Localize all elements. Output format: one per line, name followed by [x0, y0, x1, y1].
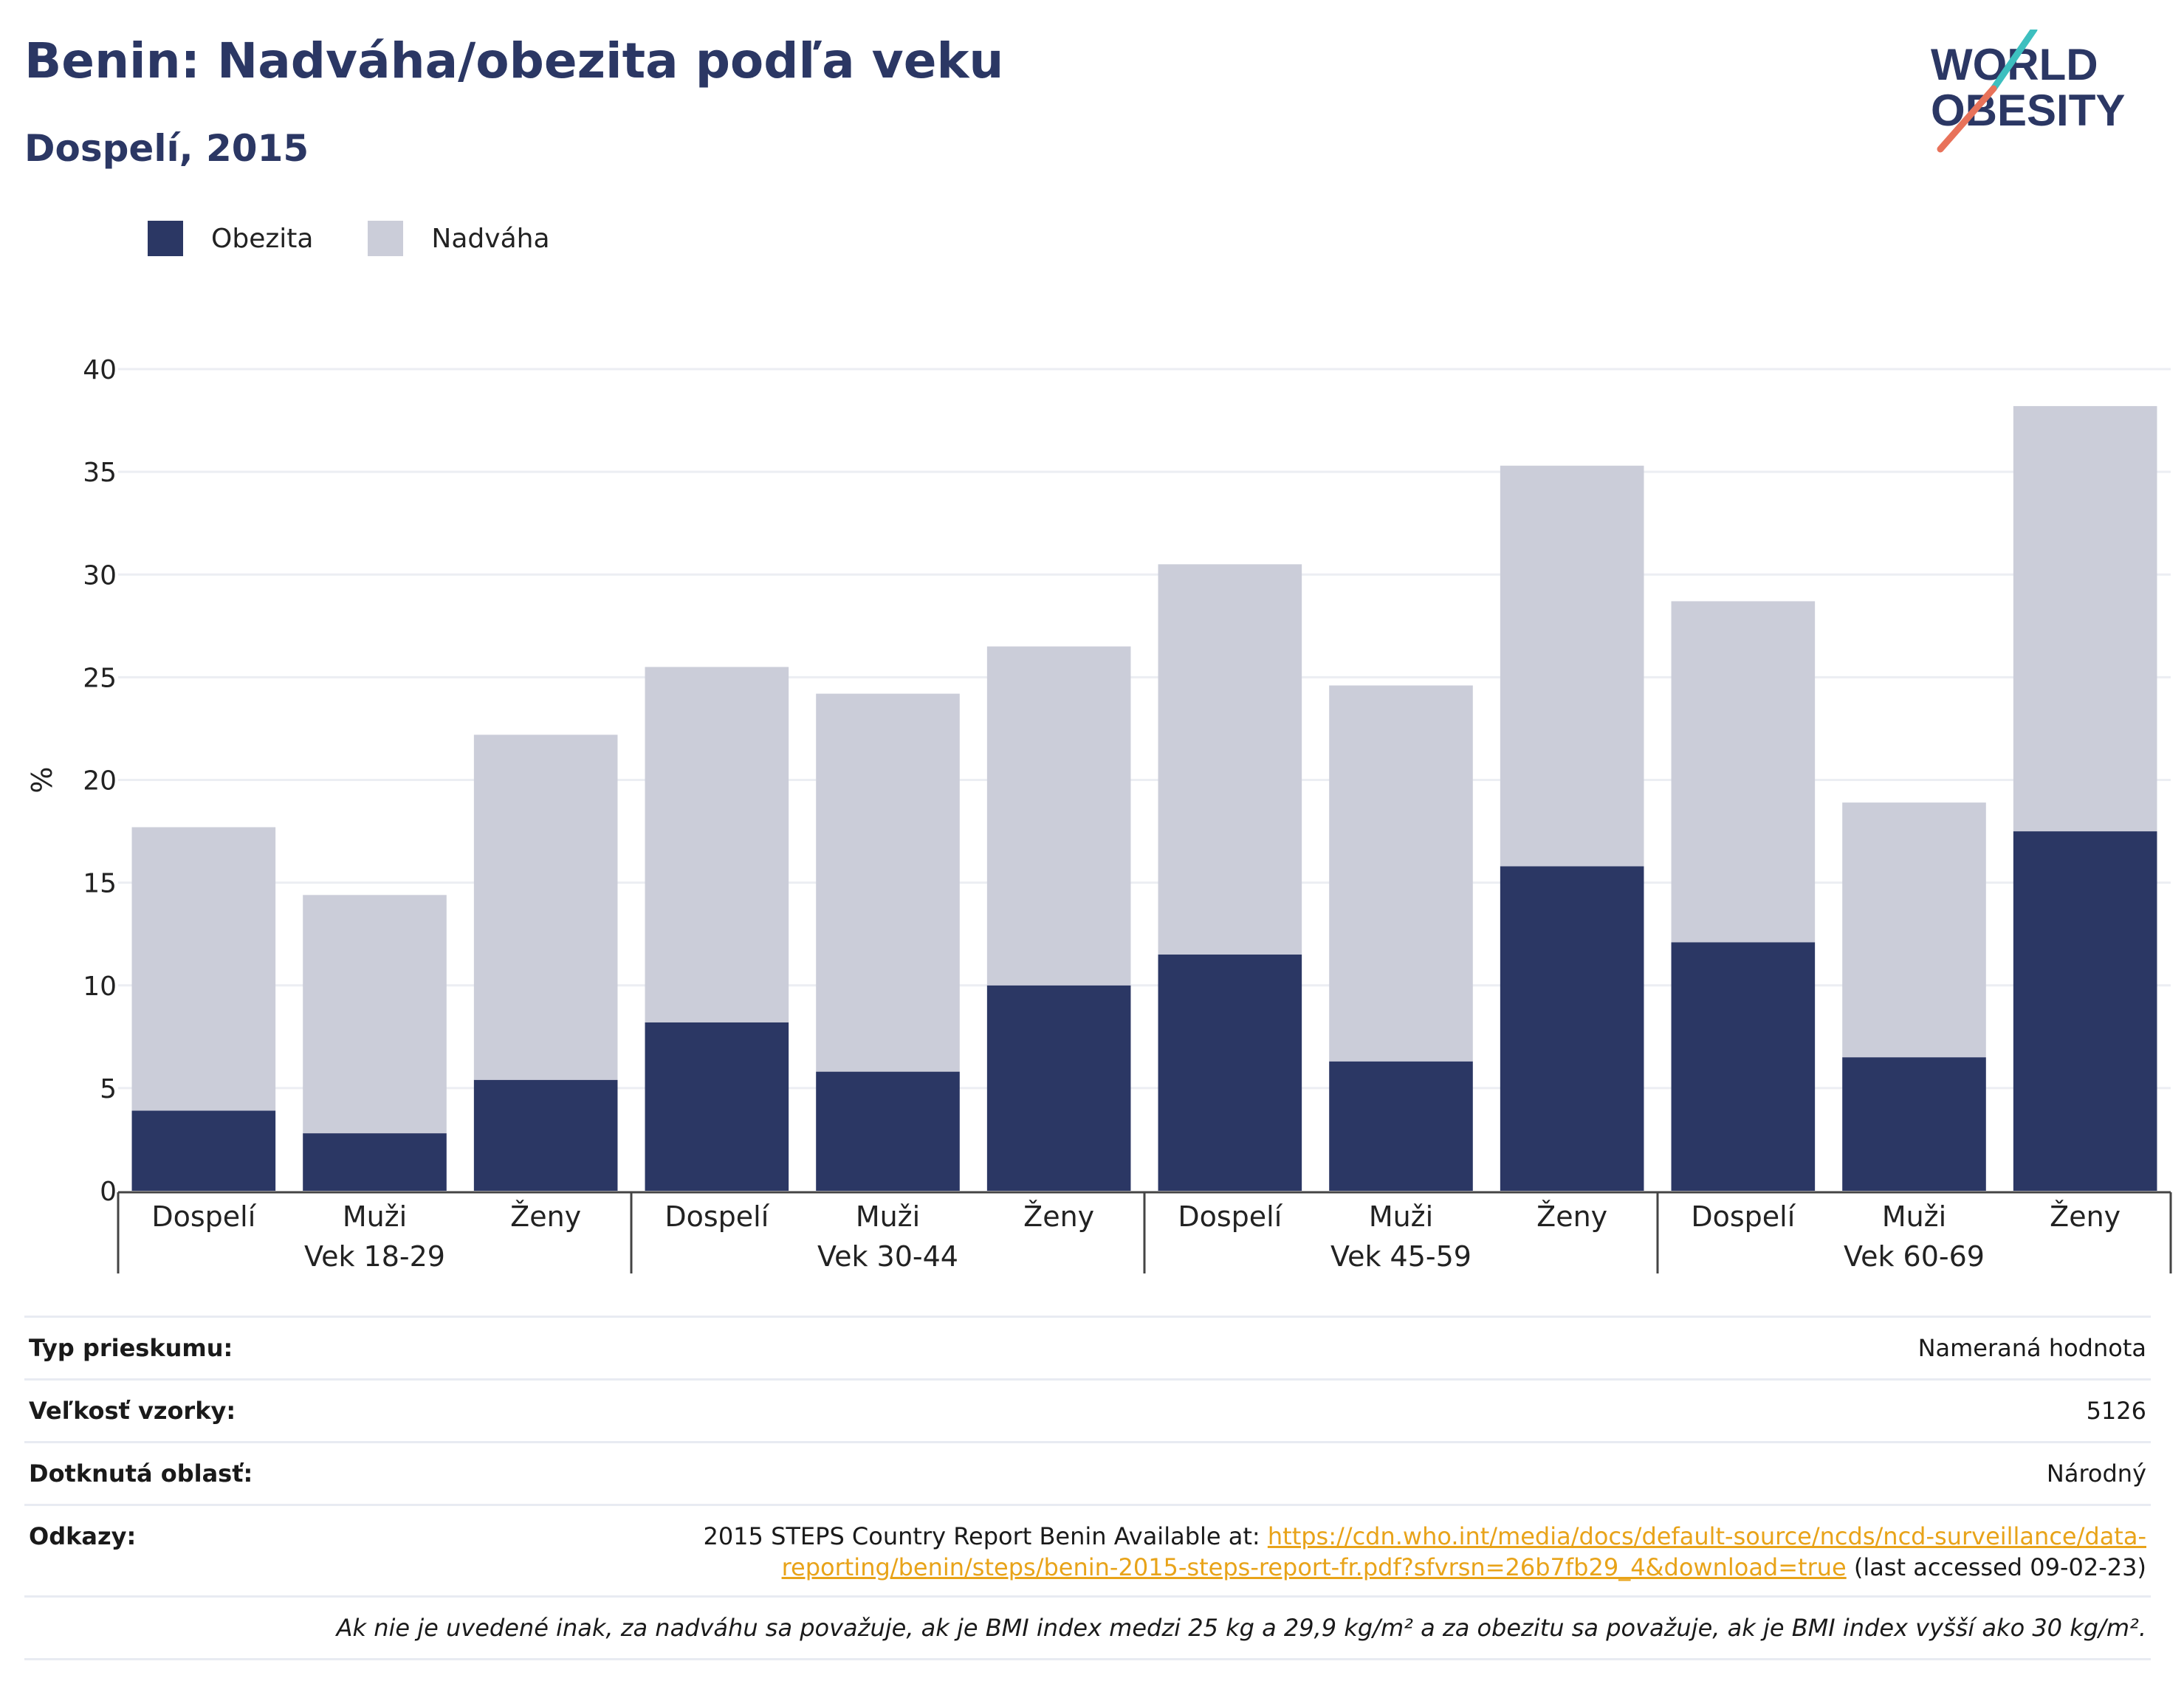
info-row-area: Dotknutá oblasť: Národný [24, 1441, 2151, 1504]
x-category-label: Dospelí [151, 1200, 256, 1233]
bar-obesity [986, 985, 1131, 1191]
x-category-label: Ženy [1023, 1200, 1094, 1233]
bar-obesity [2013, 831, 2157, 1191]
info-label: Dotknutá oblasť: [29, 1460, 253, 1488]
logo-line1: WORLD [1931, 40, 2098, 89]
x-group-label: Vek 30-44 [817, 1240, 958, 1273]
x-group-label: Vek 45-59 [1330, 1240, 1472, 1273]
legend-swatch-overweight [368, 221, 404, 256]
y-axis-label: % [26, 766, 58, 793]
bar-overweight [816, 693, 960, 1072]
y-tick-label: 0 [100, 1177, 117, 1207]
y-tick-label: 20 [83, 766, 117, 797]
info-label: Typ prieskumu: [29, 1334, 233, 1362]
bar-overweight [645, 667, 789, 1022]
info-value: Národný [2046, 1460, 2146, 1488]
y-tick-label: 25 [83, 663, 117, 693]
bar-obesity [816, 1071, 960, 1191]
info-label: Odkazy: [29, 1522, 137, 1550]
info-value: 5126 [2086, 1397, 2146, 1425]
bar-obesity [1500, 866, 1644, 1191]
bar-obesity [1842, 1057, 1986, 1191]
y-tick-label: 5 [100, 1074, 117, 1104]
x-category-label: Dospelí [1691, 1200, 1796, 1233]
bar-obesity [473, 1079, 618, 1191]
bar-overweight [2013, 406, 2157, 832]
y-tick-label: 40 [83, 355, 117, 385]
bar-obesity [1671, 942, 1816, 1191]
bar-overweight [303, 895, 447, 1134]
info-row-survey-type: Typ prieskumu: Nameraná hodnota [24, 1316, 2151, 1378]
bar-obesity [303, 1133, 447, 1191]
bar-overweight [1158, 564, 1302, 955]
x-category-label: Dospelí [1178, 1200, 1282, 1233]
x-category-label: Muži [856, 1200, 920, 1233]
bar-obesity [1329, 1061, 1473, 1191]
legend-item-obesity: Obezita [148, 221, 313, 256]
bar-obesity [1158, 955, 1302, 1191]
bar-overweight [1500, 465, 1644, 867]
x-category-label: Muži [343, 1200, 407, 1233]
references-link-1[interactable]: https://cdn.who.int/media/docs/default-s… [1267, 1522, 2146, 1550]
x-category-label: Ženy [2050, 1200, 2121, 1233]
survey-info-table: Typ prieskumu: Nameraná hodnota Veľkosť … [24, 1316, 2151, 1660]
definition-note: Ak nie je uvedené inak, za nadváhu sa po… [24, 1595, 2151, 1660]
bar-obesity [131, 1110, 276, 1191]
logo-slash-coral [1937, 85, 1997, 153]
references-suffix: (last accessed 09-02-23) [1853, 1553, 2146, 1581]
chart-legend: Obezita Nadváha [148, 220, 605, 257]
x-category-label: Muži [1369, 1200, 1433, 1233]
legend-label-obesity: Obezita [211, 223, 314, 254]
references-text: 2015 STEPS Country Report Benin Availabl… [703, 1521, 2146, 1595]
logo-slash-teal [1990, 30, 2038, 92]
bar-overweight [131, 827, 276, 1111]
references-link-2[interactable]: reporting/benin/steps/benin-2015-steps-r… [781, 1553, 1847, 1581]
info-row-sample-size: Veľkosť vzorky: 5126 [24, 1378, 2151, 1441]
bar-overweight [986, 646, 1131, 986]
x-category-label: Ženy [1536, 1200, 1607, 1233]
references-prefix: 2015 STEPS Country Report Benin Availabl… [703, 1522, 1260, 1550]
x-group-label: Vek 60-69 [1844, 1240, 1985, 1273]
y-tick-label: 35 [83, 458, 117, 488]
world-obesity-logo: WORLD OBESITY [1931, 30, 2125, 153]
x-category-label: Muži [1882, 1200, 1946, 1233]
bar-overweight [1671, 601, 1816, 943]
info-label: Veľkosť vzorky: [29, 1397, 236, 1425]
stacked-bar-chart: 0 5 10 15 20 25 30 35 40% Dospelí Muži Ženy Dospelí M… [26, 355, 2172, 1273]
chart-title: Benin: Nadváha/obezita podľa veku [24, 32, 1004, 89]
bar-overweight [473, 735, 618, 1080]
x-category-label: Dospelí [665, 1200, 769, 1233]
y-tick-label: 10 [83, 972, 117, 1002]
legend-item-overweight: Nadváha [368, 221, 550, 256]
chart-subtitle: Dospelí, 2015 [24, 127, 309, 170]
info-value: Nameraná hodnota [1917, 1334, 2146, 1362]
y-tick-label: 30 [83, 560, 117, 591]
info-row-references: Odkazy: 2015 STEPS Country Report Benin … [24, 1504, 2151, 1595]
bar-obesity [645, 1022, 789, 1191]
bar-overweight [1842, 802, 1986, 1058]
x-category-label: Ženy [510, 1200, 581, 1233]
bar-overweight [1329, 685, 1473, 1062]
legend-label-overweight: Nadváha [431, 223, 550, 254]
y-tick-label: 15 [83, 869, 117, 899]
x-group-label: Vek 18-29 [304, 1240, 445, 1273]
legend-swatch-obesity [148, 221, 183, 256]
